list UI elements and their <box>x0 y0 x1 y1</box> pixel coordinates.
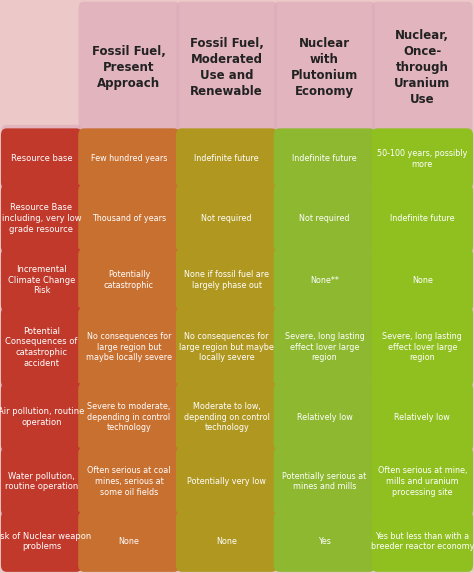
FancyBboxPatch shape <box>176 248 277 312</box>
FancyBboxPatch shape <box>372 511 473 572</box>
Text: Nuclear
with
Plutonium
Economy: Nuclear with Plutonium Economy <box>291 37 358 98</box>
Text: Fossil Fuel,
Moderated
Use and
Renewable: Fossil Fuel, Moderated Use and Renewable <box>190 37 264 98</box>
FancyBboxPatch shape <box>372 248 473 312</box>
Text: Yes but less than with a
breeder reactor economy: Yes but less than with a breeder reactor… <box>371 532 474 551</box>
FancyBboxPatch shape <box>78 307 180 388</box>
Text: Severe, long lasting
effect lover large
region: Severe, long lasting effect lover large … <box>383 332 462 363</box>
FancyBboxPatch shape <box>78 128 180 189</box>
Text: Resource base: Resource base <box>10 154 73 163</box>
Text: Resource Base
including, very low
grade resource: Resource Base including, very low grade … <box>2 203 81 234</box>
FancyBboxPatch shape <box>78 447 180 516</box>
FancyBboxPatch shape <box>176 307 277 388</box>
FancyBboxPatch shape <box>78 383 180 452</box>
FancyBboxPatch shape <box>1 248 82 312</box>
Text: No consequences for
large region but
maybe locally severe: No consequences for large region but may… <box>86 332 172 363</box>
Text: Indefinite future: Indefinite future <box>390 214 455 223</box>
FancyBboxPatch shape <box>273 248 375 312</box>
Text: Incremental
Climate Change
Risk: Incremental Climate Change Risk <box>8 265 75 295</box>
FancyBboxPatch shape <box>273 184 375 253</box>
FancyBboxPatch shape <box>176 447 277 516</box>
FancyBboxPatch shape <box>78 511 180 572</box>
Text: Potential
Consequences of
catastrophic
accident: Potential Consequences of catastrophic a… <box>5 327 78 368</box>
Text: Relatively low: Relatively low <box>394 413 450 422</box>
Text: Fossil Fuel,
Present
Approach: Fossil Fuel, Present Approach <box>92 45 166 90</box>
Text: None**: None** <box>310 276 339 285</box>
Text: Few hundred years: Few hundred years <box>91 154 167 163</box>
Text: Severe, long lasting
effect lover large
region: Severe, long lasting effect lover large … <box>285 332 365 363</box>
Text: Severe to moderate,
depending in control
technology: Severe to moderate, depending in control… <box>87 402 171 433</box>
FancyBboxPatch shape <box>1 511 82 572</box>
FancyBboxPatch shape <box>176 184 277 253</box>
Text: Potentially very low: Potentially very low <box>187 477 266 486</box>
Text: Often serious at coal
mines, serious at
some oil fields: Often serious at coal mines, serious at … <box>87 466 171 497</box>
Text: None: None <box>118 537 139 546</box>
Text: Moderate to low,
depending on control
technology: Moderate to low, depending on control te… <box>184 402 270 433</box>
Text: Air pollution, routine
operation: Air pollution, routine operation <box>0 407 85 427</box>
FancyBboxPatch shape <box>372 184 473 253</box>
Text: None: None <box>216 537 237 546</box>
FancyBboxPatch shape <box>273 307 375 388</box>
Text: 50-100 years, possibly
more: 50-100 years, possibly more <box>377 149 467 168</box>
FancyBboxPatch shape <box>176 128 277 189</box>
FancyBboxPatch shape <box>1 307 82 388</box>
FancyBboxPatch shape <box>176 2 277 571</box>
Text: Potentially serious at
mines and mills: Potentially serious at mines and mills <box>283 472 366 492</box>
FancyBboxPatch shape <box>1 125 82 571</box>
FancyBboxPatch shape <box>273 511 375 572</box>
Text: Indefinite future: Indefinite future <box>194 154 259 163</box>
FancyBboxPatch shape <box>273 447 375 516</box>
Text: Water pollution,
routine operation: Water pollution, routine operation <box>5 472 78 492</box>
Text: Not required: Not required <box>299 214 350 223</box>
FancyBboxPatch shape <box>372 2 473 571</box>
Text: Yes: Yes <box>318 537 331 546</box>
Text: Nuclear,
Once-
through
Uranium
Use: Nuclear, Once- through Uranium Use <box>394 29 450 106</box>
FancyBboxPatch shape <box>1 447 82 516</box>
Text: No consequences for
large region but maybe
locally severe: No consequences for large region but may… <box>179 332 274 363</box>
FancyBboxPatch shape <box>176 511 277 572</box>
Text: Often serious at mine,
mills and uranium
processing site: Often serious at mine, mills and uranium… <box>378 466 467 497</box>
Text: Not required: Not required <box>201 214 252 223</box>
FancyBboxPatch shape <box>78 248 180 312</box>
FancyBboxPatch shape <box>372 383 473 452</box>
Text: None: None <box>412 276 433 285</box>
FancyBboxPatch shape <box>372 307 473 388</box>
Text: Relatively low: Relatively low <box>297 413 352 422</box>
FancyBboxPatch shape <box>1 128 82 189</box>
Text: Indefinite future: Indefinite future <box>292 154 357 163</box>
Text: Potentially
catastrophic: Potentially catastrophic <box>104 270 154 290</box>
FancyBboxPatch shape <box>273 128 375 189</box>
FancyBboxPatch shape <box>1 383 82 452</box>
Text: Risk of Nuclear weapon
problems: Risk of Nuclear weapon problems <box>0 532 91 551</box>
Text: None if fossil fuel are
largely phase out: None if fossil fuel are largely phase ou… <box>184 270 269 290</box>
FancyBboxPatch shape <box>78 184 180 253</box>
FancyBboxPatch shape <box>372 447 473 516</box>
FancyBboxPatch shape <box>274 2 375 571</box>
FancyBboxPatch shape <box>1 184 82 253</box>
FancyBboxPatch shape <box>176 383 277 452</box>
FancyBboxPatch shape <box>273 383 375 452</box>
FancyBboxPatch shape <box>372 128 473 189</box>
FancyBboxPatch shape <box>79 2 179 571</box>
Text: Thousand of years: Thousand of years <box>92 214 166 223</box>
